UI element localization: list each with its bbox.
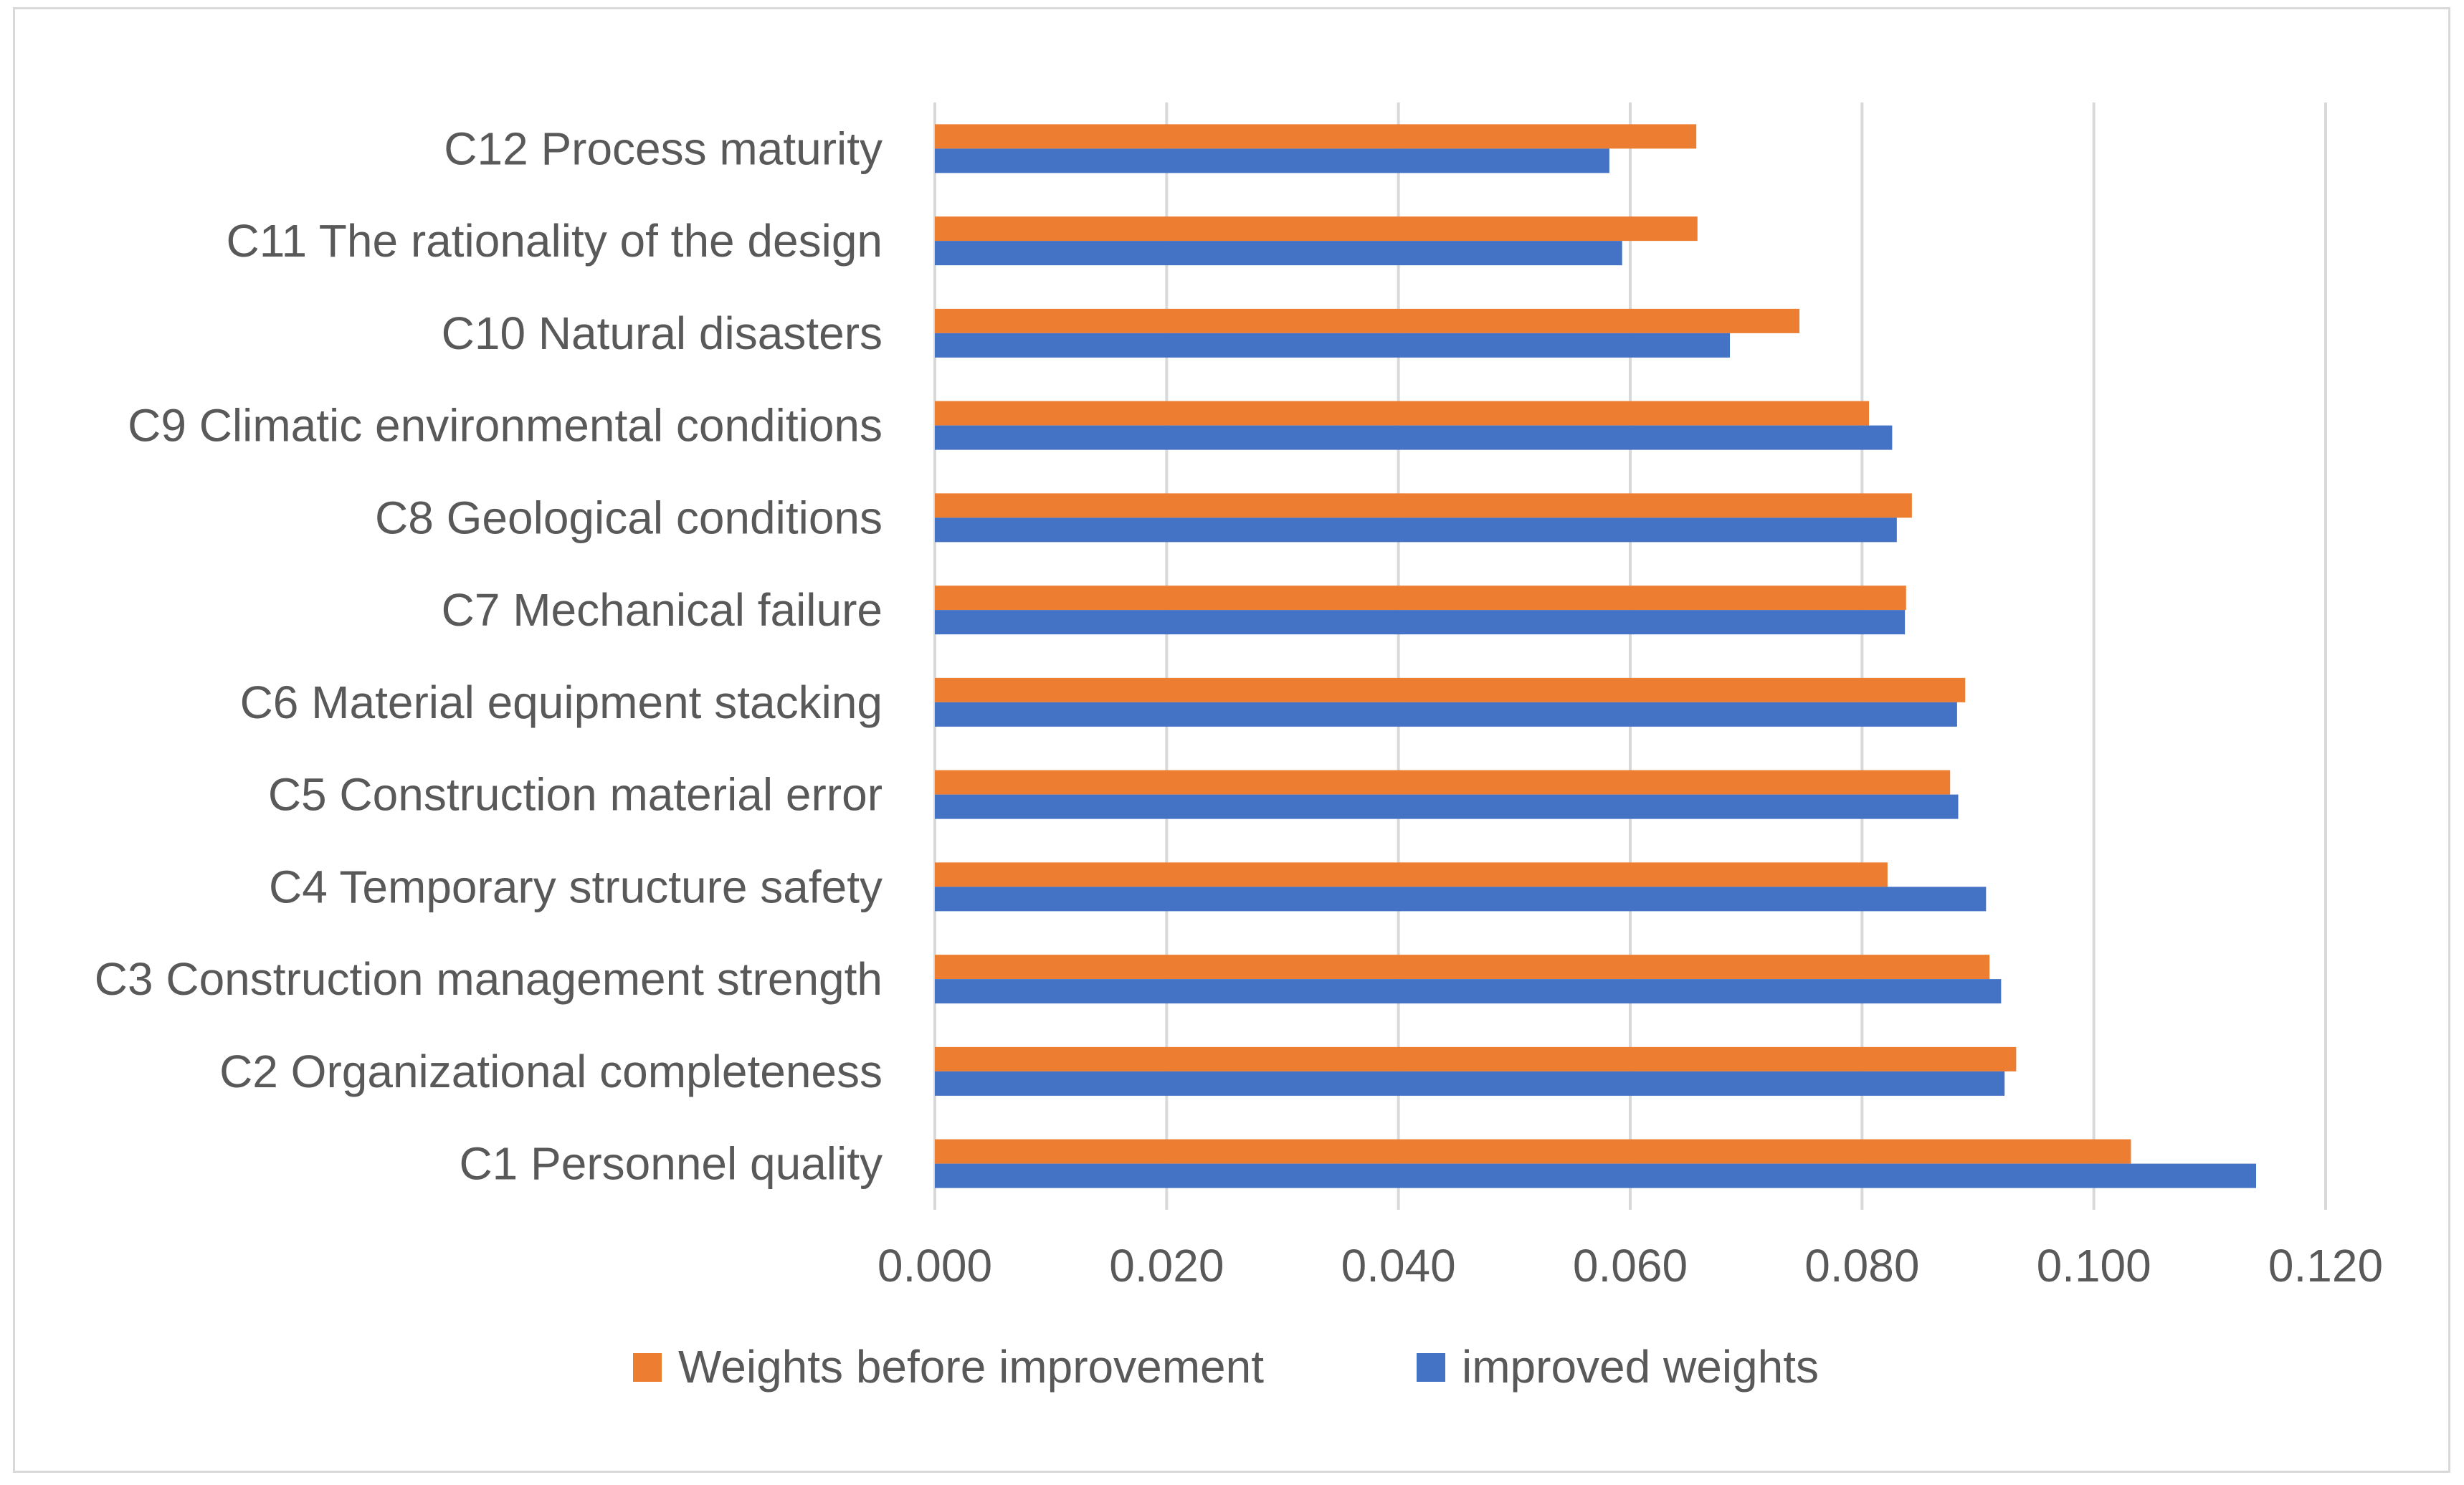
- category-label: C1 Personnel quality: [459, 1138, 883, 1190]
- bar-weights-before-improvement-12: [935, 124, 1697, 149]
- chart-frame: C1 Personnel quality C2 Organizational co…: [13, 7, 2450, 1473]
- legend-label-improved-weights: improved weights: [1462, 1341, 1819, 1393]
- bar-weights-before-improvement-3: [935, 955, 1990, 980]
- bar-improved-weights-3: [935, 979, 2002, 1004]
- bar-weights-before-improvement-10: [935, 308, 1800, 333]
- bar-improved-weights-2: [935, 1071, 2005, 1096]
- x-tick-label: 0.100: [2037, 1240, 2151, 1291]
- bar-chart: C1 Personnel quality C2 Organizational co…: [95, 102, 2383, 1393]
- bar-improved-weights-9: [935, 425, 1893, 450]
- category-label: C12 Process maturity: [444, 123, 883, 174]
- x-tick-label: 0.060: [1573, 1240, 1688, 1291]
- category-label: C5 Construction material error: [268, 769, 883, 821]
- legend: Weights before improvement improved weigh…: [633, 1341, 1819, 1393]
- category-label: C6 Material equipment stacking: [240, 677, 883, 728]
- legend-swatch-weights-before-improvement: [633, 1353, 662, 1382]
- bar-weights-before-improvement-1: [935, 1139, 2131, 1164]
- category-label: C8 Geological conditions: [375, 492, 883, 543]
- category-labels: C1 Personnel quality C2 Organizational co…: [95, 123, 883, 1189]
- bar-weights-before-improvement-6: [935, 677, 1966, 702]
- bar-weights-before-improvement-9: [935, 401, 1870, 426]
- x-tick-label: 0.120: [2268, 1240, 2383, 1291]
- legend-swatch-improved-weights: [1417, 1353, 1445, 1382]
- x-axis-ticks: 0.000 0.020 0.040 0.060 0.080 0.100 0.120: [877, 1240, 2383, 1291]
- category-label: C11 The rationality of the design: [226, 215, 883, 267]
- bar-weights-before-improvement-2: [935, 1046, 2017, 1071]
- bar-improved-weights-6: [935, 702, 1957, 727]
- bar-improved-weights-4: [935, 887, 1987, 912]
- gridlines: [933, 102, 2327, 1210]
- bar-improved-weights-10: [935, 333, 1731, 358]
- x-tick-label: 0.020: [1109, 1240, 1224, 1291]
- bar-weights-before-improvement-11: [935, 216, 1698, 242]
- bar-improved-weights-7: [935, 610, 1906, 635]
- bars: [935, 124, 2256, 1188]
- x-tick-label: 0.000: [877, 1240, 992, 1291]
- category-label: C9 Climatic environmental conditions: [128, 400, 883, 452]
- category-label: C10 Natural disasters: [442, 307, 883, 359]
- category-label: C2 Organizational completeness: [219, 1046, 883, 1097]
- legend-label-weights-before-improvement: Weights before improvement: [678, 1341, 1264, 1393]
- category-label: C7 Mechanical failure: [442, 584, 883, 636]
- category-label: C3 Construction management strength: [95, 953, 883, 1005]
- bar-improved-weights-12: [935, 148, 1609, 173]
- bar-improved-weights-1: [935, 1163, 2256, 1188]
- bar-improved-weights-5: [935, 794, 1959, 819]
- bar-improved-weights-8: [935, 517, 1897, 543]
- bar-weights-before-improvement-4: [935, 862, 1888, 887]
- category-label: C4 Temporary structure safety: [269, 861, 883, 912]
- bar-weights-before-improvement-7: [935, 586, 1906, 611]
- bar-weights-before-improvement-8: [935, 493, 1912, 518]
- bar-improved-weights-11: [935, 241, 1622, 266]
- x-tick-label: 0.080: [1804, 1240, 1919, 1291]
- x-tick-label: 0.040: [1341, 1240, 1456, 1291]
- bar-weights-before-improvement-5: [935, 770, 1951, 795]
